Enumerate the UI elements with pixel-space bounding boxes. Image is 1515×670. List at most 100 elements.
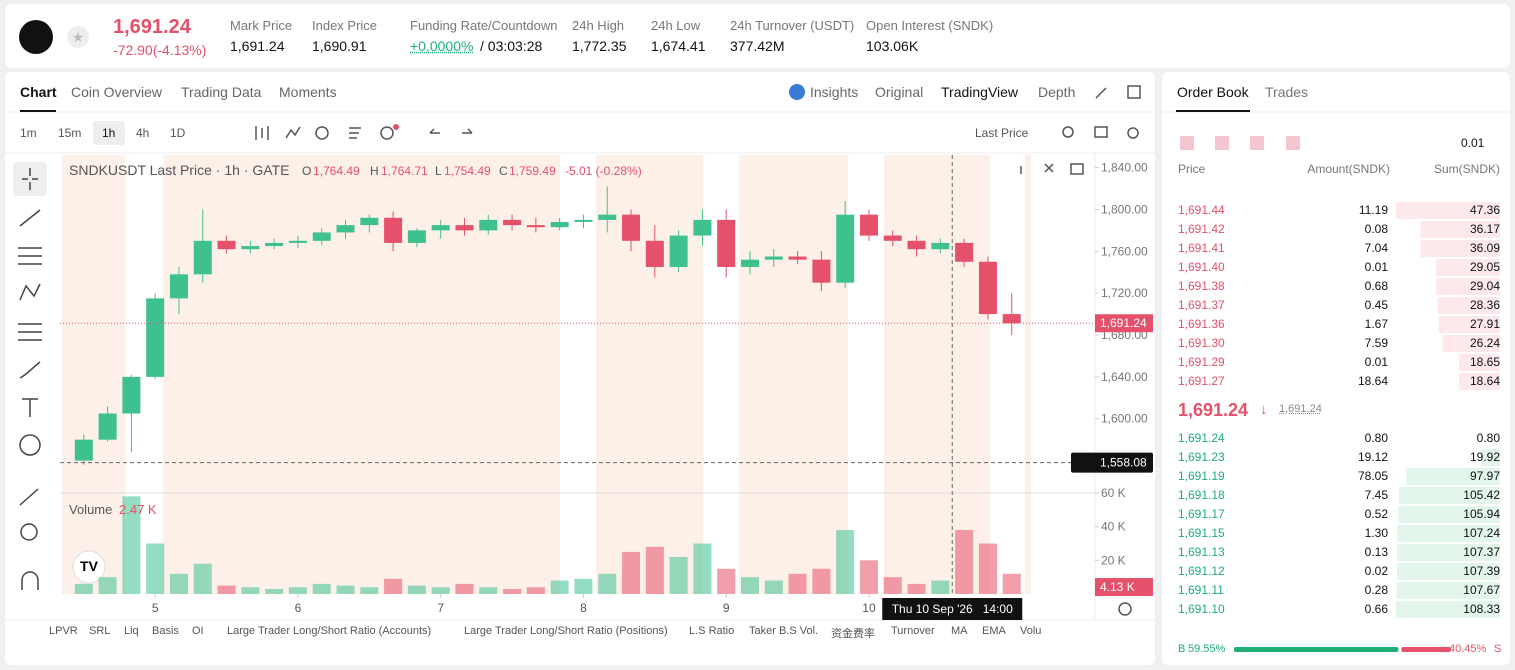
volume-bar — [717, 568, 736, 594]
ob-price: 1,691.38 — [1178, 279, 1225, 293]
ob-price: 1,691.40 — [1178, 260, 1225, 274]
indicator[interactable]: 资金费率 — [831, 628, 875, 640]
depth-bar — [1459, 373, 1500, 390]
legend-c: C — [499, 164, 508, 178]
candle-body — [883, 235, 902, 241]
volume-bar — [479, 587, 498, 594]
tick-size[interactable]: 0.01 — [1461, 136, 1485, 150]
volume-bar — [883, 577, 902, 594]
candle-body — [479, 219, 498, 231]
ob-sum: 107.24 — [1463, 526, 1500, 540]
candle-body — [455, 225, 474, 231]
layout-icon[interactable] — [1215, 136, 1229, 150]
ob-price: 1,691.29 — [1178, 355, 1225, 369]
last-price-label: 1,691.24 — [1100, 316, 1147, 330]
indicator[interactable]: Large Trader Long/Short Ratio (Positions… — [464, 625, 668, 637]
volume-bar — [598, 573, 617, 594]
ob-price: 1,691.18 — [1178, 488, 1225, 502]
candle-body — [836, 214, 855, 283]
volume-bar — [1002, 573, 1021, 594]
ob-amount: 0.01 — [1364, 355, 1388, 369]
indicator[interactable]: LPVR — [49, 625, 78, 637]
candle-body — [431, 225, 450, 231]
ob-amount: 18.64 — [1357, 374, 1388, 388]
tab[interactable]: Trading Data — [181, 84, 262, 100]
depth-bar — [1420, 240, 1500, 257]
chart-mode[interactable]: TradingView — [941, 84, 1019, 100]
volume-bar — [169, 573, 188, 594]
candle-body — [122, 376, 141, 414]
price-type[interactable]: Last Price — [975, 126, 1029, 140]
crosshair-price-box — [1071, 452, 1153, 473]
stat-value: 1,690.91 — [312, 38, 367, 54]
indicator[interactable]: Volu — [1020, 625, 1042, 637]
candle-body — [169, 274, 188, 299]
ob-sum: 0.80 — [1476, 431, 1500, 445]
ob-price: 1,691.36 — [1178, 317, 1225, 331]
volume-bar — [288, 587, 307, 594]
interval[interactable]: 4h — [136, 126, 150, 140]
indicator[interactable]: Liq — [124, 625, 139, 637]
ob-price: 1,691.12 — [1178, 564, 1225, 578]
legend-o-value: 1,764.49 — [313, 164, 360, 178]
ob-price: 1,691.19 — [1178, 469, 1225, 483]
volume-bar — [455, 583, 474, 594]
layout-icon[interactable] — [1180, 136, 1194, 150]
indicator[interactable]: L.S Ratio — [689, 625, 735, 637]
chart-mode[interactable]: Insights — [810, 84, 859, 100]
ob-sum: 107.39 — [1463, 564, 1500, 578]
stat-value: 103.06K — [866, 38, 919, 54]
ob-tab[interactable]: Order Book — [1177, 84, 1249, 100]
interval[interactable]: 1D — [170, 126, 186, 140]
ob-price: 1,691.41 — [1178, 241, 1225, 255]
volume-tick-label: 20 K — [1101, 553, 1126, 567]
ob-price: 1,691.10 — [1178, 602, 1225, 616]
tab[interactable]: Coin Overview — [71, 84, 163, 100]
candle-body — [717, 219, 736, 267]
interval[interactable]: 1h — [102, 126, 116, 140]
session-bands — [62, 155, 1031, 594]
ob-price: 1,691.15 — [1178, 526, 1225, 540]
indicator[interactable]: OI — [192, 625, 204, 637]
volume-bar — [859, 560, 878, 594]
indicator[interactable]: Taker B.S Vol. — [749, 625, 819, 637]
indicator[interactable]: Turnover — [891, 625, 935, 637]
col-sum: Sum(SNDK) — [1433, 162, 1500, 176]
ob-tab[interactable]: Trades — [1265, 84, 1309, 100]
chart-mode[interactable]: Depth — [1038, 84, 1076, 100]
volume-bar — [74, 583, 93, 594]
depth-bar — [1436, 259, 1500, 276]
x-tick-label: 7 — [437, 601, 444, 615]
chart-mode[interactable]: Original — [875, 84, 924, 100]
ob-sum: 27.91 — [1469, 317, 1500, 331]
volume-bar — [431, 587, 450, 594]
toolbar-icons[interactable] — [255, 85, 1141, 616]
indicator[interactable]: Basis — [152, 625, 179, 637]
indicator[interactable]: MA — [951, 625, 968, 637]
candle-body — [978, 261, 997, 315]
tab[interactable]: Chart — [20, 84, 57, 100]
candle-body — [241, 246, 260, 250]
layout-icon[interactable] — [1286, 136, 1300, 150]
candle-body — [146, 298, 165, 377]
interval[interactable]: 1m — [20, 126, 37, 140]
volume-bar — [955, 530, 974, 594]
favorite[interactable]: ★ — [67, 26, 89, 48]
indicator[interactable]: SRL — [89, 625, 111, 637]
candle-body — [788, 256, 807, 260]
indicator[interactable]: EMA — [982, 625, 1006, 637]
interval[interactable]: 15m — [58, 126, 82, 140]
indicator[interactable]: Large Trader Long/Short Ratio (Accounts) — [227, 625, 432, 637]
volume-bar — [550, 580, 569, 594]
tab[interactable]: Moments — [279, 84, 337, 100]
volume-bar — [764, 580, 783, 594]
drawing-tools[interactable] — [13, 162, 47, 590]
candle-body — [574, 219, 593, 222]
ob-amount: 0.08 — [1364, 222, 1388, 236]
volume-bar — [193, 563, 212, 594]
ob-sum: 19.92 — [1469, 450, 1500, 464]
ob-amount: 0.02 — [1364, 564, 1388, 578]
layout-icon[interactable] — [1250, 136, 1264, 150]
candle-body — [265, 242, 284, 247]
